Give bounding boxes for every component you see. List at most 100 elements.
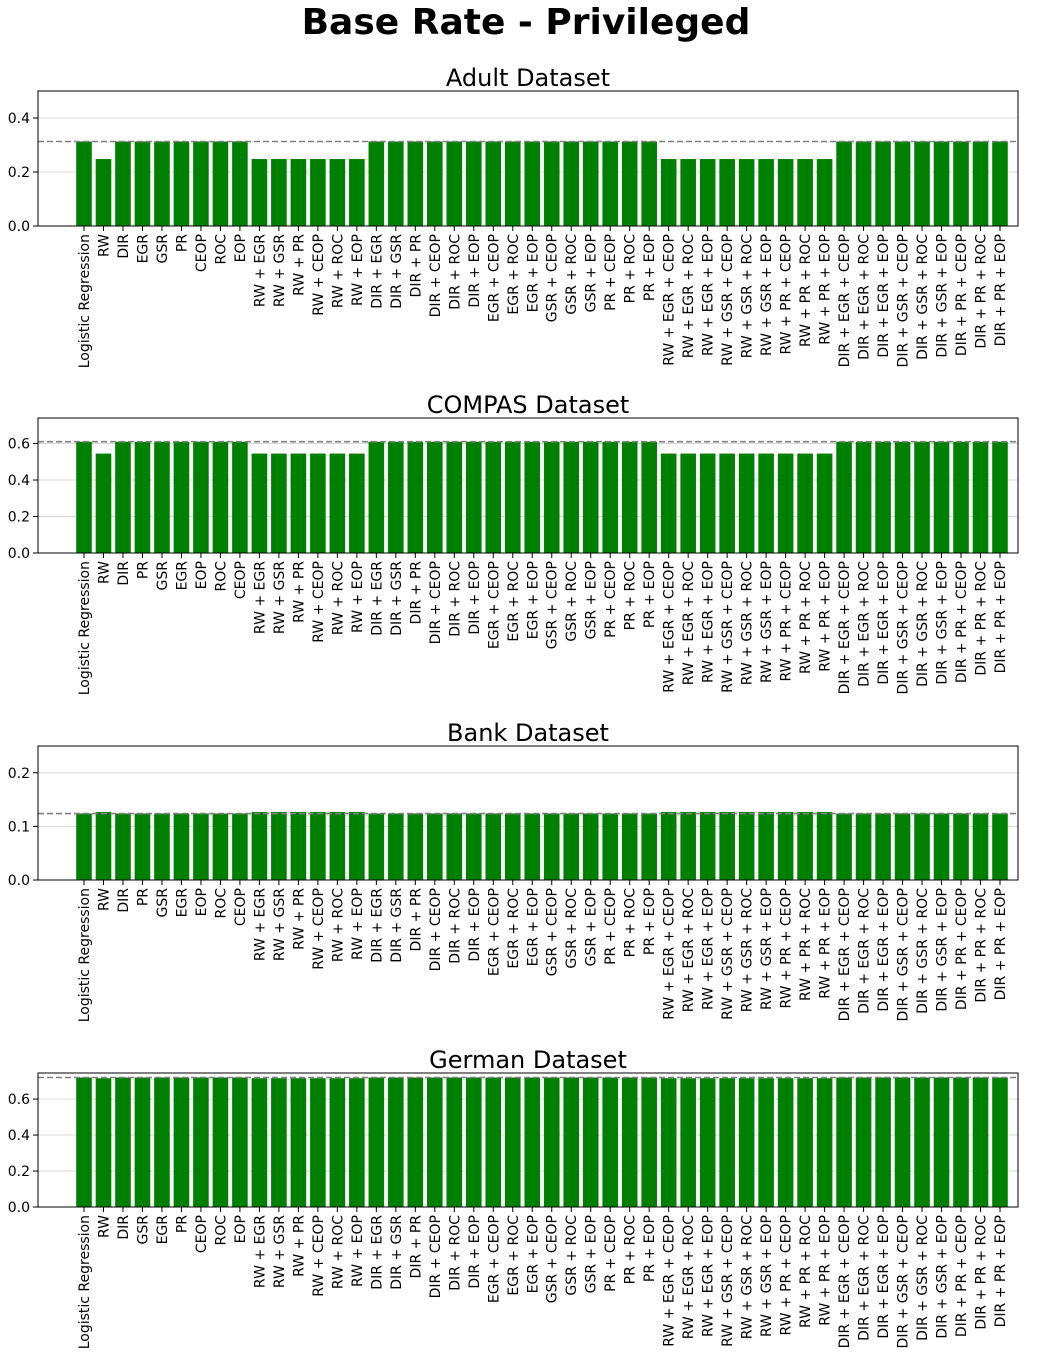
bar [407,441,424,553]
bar [251,1078,268,1207]
bar [641,141,657,226]
x-tick-label: DIR + EOP [467,561,483,635]
bar [407,1077,424,1207]
bar [816,811,833,880]
bar [388,1077,404,1207]
bar [992,441,1008,553]
x-tick-label: RW + PR [291,234,307,296]
x-tick-label: DIR + GSR [389,888,405,963]
bar [933,1077,950,1207]
x-tick-label: DIR + ROC [447,561,463,637]
x-tick-label: DIR + GSR + EOP [935,1215,951,1339]
bar [232,813,248,880]
bar [855,813,872,880]
x-tick-label: RW + EGR + EOP [701,561,717,683]
y-tick-label: 0.0 [8,546,30,562]
x-tick-label: RW + GSR [272,1215,288,1288]
x-tick-label: PR + EOP [642,234,658,301]
x-tick-label: EGR + CEOP [486,561,502,649]
bar [914,441,930,553]
x-tick-label: PR [135,888,151,906]
bar [621,813,638,880]
x-tick-label: DIR + PR + ROC [974,888,990,1003]
x-tick-label: RW [96,1215,112,1238]
x-tick-label: DIR + EGR + ROC [857,1215,873,1341]
x-tick-label: GSR + CEOP [545,561,561,649]
x-tick-label: RW + EGR + EOP [701,234,717,356]
bar [310,159,326,226]
bar [543,1077,560,1207]
x-tick-label: DIR + EGR + CEOP [837,234,853,367]
bar [933,141,950,226]
x-tick-label: EGR [155,1215,171,1245]
bar [173,441,190,553]
x-tick-label: GSR [155,561,171,591]
bar [368,141,385,226]
x-tick-label: RW + EGR + ROC [681,234,697,358]
y-tick-label: 0.2 [8,510,30,526]
bar [212,813,229,880]
x-tick-label: RW + GSR [272,561,288,634]
x-tick-label: DIR + PR [408,234,424,298]
x-tick-label: RW + PR [291,888,307,950]
x-tick-label: GSR [155,888,171,918]
x-tick-label: EGR + ROC [506,234,522,315]
x-tick-label: RW + GSR [272,888,288,961]
x-tick-label: RW + PR + CEOP [779,888,795,1009]
bar [602,141,619,226]
bar [563,441,580,553]
x-tick-label: GSR [155,234,171,264]
bar [836,813,852,880]
bar [446,1077,463,1207]
bar [465,141,482,226]
bar [543,141,560,226]
bar [407,141,424,226]
bar [407,813,424,880]
bar [543,813,560,880]
bar [875,441,891,553]
bar [894,813,911,880]
bar [738,1078,755,1207]
bar [290,453,307,553]
x-tick-label: PR + CEOP [603,888,619,965]
x-tick-label: DIR + GSR + CEOP [896,234,912,367]
bar [290,159,307,226]
y-tick-label: 0.1 [8,819,30,835]
x-tick-label: CEOP [194,1215,210,1253]
bar [310,1078,326,1207]
x-tick-label: EGR [174,561,190,591]
x-tick-label: PR + CEOP [603,561,619,638]
bar [154,1077,170,1207]
x-tick-label: RW + GSR + EOP [759,561,775,683]
x-tick-label: EGR + EOP [525,234,541,312]
bar [232,1077,248,1207]
x-tick-label: DIR + ROC [447,888,463,964]
x-tick-label: RW + CEOP [311,888,327,970]
x-tick-label: RW + EOP [350,1215,366,1287]
bar [894,441,911,553]
x-tick-label: PR + EOP [642,561,658,628]
bar [972,141,989,226]
figure-title: Base Rate - Privileged [301,2,751,43]
x-tick-label: GSR [135,1215,151,1245]
bar [641,813,657,880]
x-tick-label: RW + CEOP [311,561,327,643]
bar [446,441,463,553]
bar [485,813,502,880]
x-tick-label: DIR + PR [408,561,424,625]
x-tick-label: DIR [116,1215,132,1240]
x-tick-label: EGR + EOP [525,1215,541,1293]
bar [134,1077,151,1207]
x-tick-label: RW + EOP [350,561,366,633]
x-tick-label: DIR + GSR [389,234,405,309]
x-tick-label: RW + PR + EOP [818,234,834,345]
x-tick-label: EOP [233,1215,249,1243]
x-tick-label: EGR + ROC [506,561,522,642]
bar [602,813,619,880]
bar [465,1077,482,1207]
axes-frame [37,745,1019,881]
bar [894,1077,911,1207]
y-tick-label: 0.6 [8,1092,30,1108]
y-tick-label: 0.0 [8,873,30,889]
x-tick-label: EGR + ROC [506,888,522,969]
